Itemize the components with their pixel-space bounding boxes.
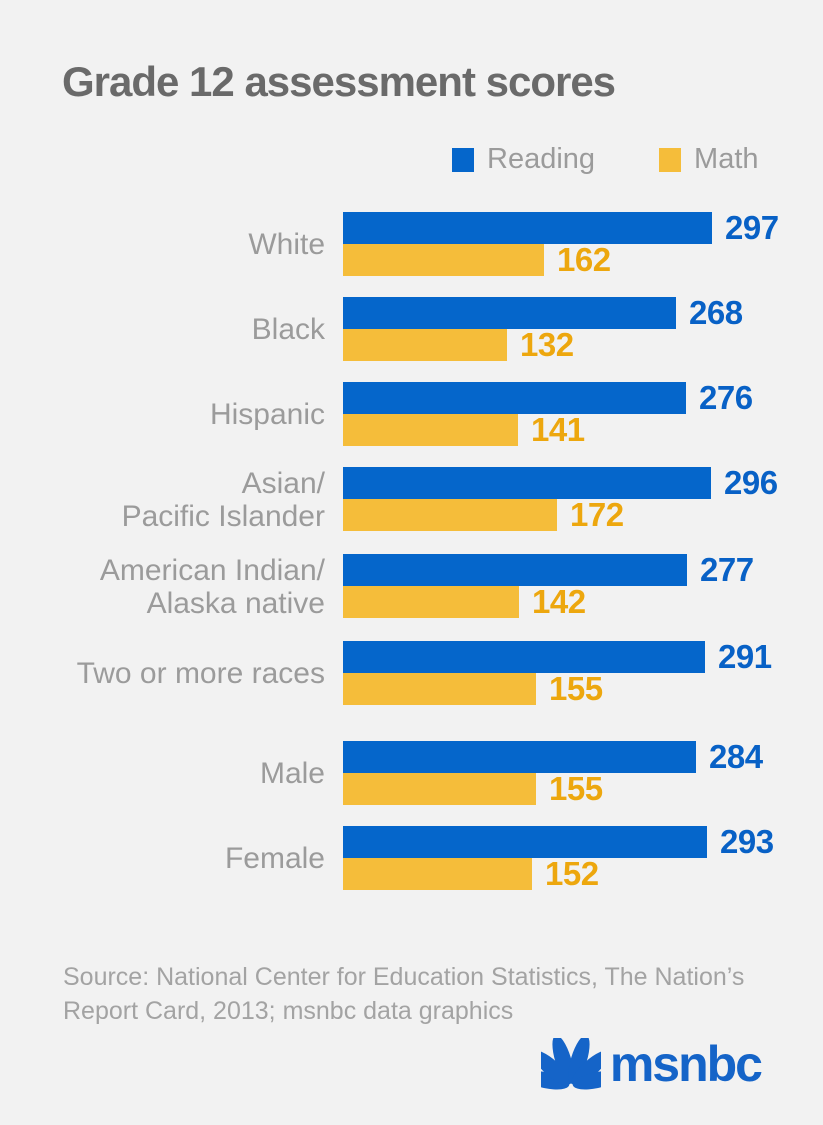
legend-item-math: Math: [659, 143, 759, 176]
category-label: Hispanic: [209, 397, 325, 431]
bar-pair: 277 142: [343, 551, 823, 620]
category-row: Female 293 152: [0, 823, 823, 892]
legend-label-reading: Reading: [487, 143, 596, 175]
reading-bar-line: 284: [343, 738, 823, 775]
math-value: 162: [557, 241, 611, 278]
chart-title: Grade 12 assessment scores: [62, 58, 616, 105]
bar-chart: White 297 162 Black 268: [0, 209, 823, 911]
math-bar: [343, 499, 557, 531]
legend: Reading Math: [452, 143, 759, 176]
msnbc-wordmark: msnbc: [609, 1036, 763, 1092]
category-row: American Indian/Alaska native 277 142: [0, 551, 823, 620]
reading-bar: [343, 382, 686, 414]
reading-value: 293: [720, 823, 774, 860]
reading-bar: [343, 297, 676, 329]
category-row: Male 284 155: [0, 738, 823, 807]
reading-swatch-icon: [452, 147, 474, 172]
reading-bar-line: 291: [343, 638, 823, 675]
reading-value: 291: [718, 638, 772, 675]
math-value: 132: [520, 326, 574, 363]
source-line-2: Report Card, 2013; msnbc data graphics: [63, 997, 514, 1025]
reading-value: 268: [689, 294, 743, 331]
legend-label-math: Math: [694, 143, 759, 175]
category-label: White: [248, 227, 325, 261]
math-bar-line: 132: [343, 326, 823, 363]
reading-value: 297: [725, 209, 779, 246]
math-bar-line: 155: [343, 770, 823, 807]
math-bar-line: 162: [343, 241, 823, 278]
reading-bar-line: 277: [343, 551, 823, 588]
category-row: Hispanic 276 141: [0, 379, 823, 448]
source-line-1: Source: National Center for Education St…: [63, 963, 745, 991]
math-bar-line: 155: [343, 670, 823, 707]
math-bar: [343, 673, 536, 705]
bar-pair: 268 132: [343, 294, 823, 363]
reading-bar-line: 276: [343, 379, 823, 416]
reading-bar-line: 296: [343, 464, 823, 501]
reading-bar: [343, 741, 696, 773]
math-value: 152: [545, 855, 599, 892]
bar-pair: 284 155: [343, 738, 823, 807]
msnbc-logo: msnbc: [540, 1036, 763, 1092]
category-label: Black: [251, 312, 325, 346]
math-bar: [343, 586, 519, 618]
bar-pair: 297 162: [343, 209, 823, 278]
reading-value: 277: [700, 551, 754, 588]
bar-pair: 296 172: [343, 464, 823, 533]
bar-pair: 276 141: [343, 379, 823, 448]
category-label: Asian/Pacific Islander: [121, 467, 325, 533]
legend-item-reading: Reading: [452, 143, 595, 176]
math-bar-line: 141: [343, 411, 823, 448]
reading-value: 276: [699, 379, 753, 416]
nbc-peacock-icon: [540, 1038, 601, 1090]
category-row: Asian/Pacific Islander 296 172: [0, 464, 823, 533]
math-value: 141: [531, 411, 585, 448]
reading-bar-line: 297: [343, 209, 823, 246]
math-value: 155: [549, 670, 603, 707]
math-bar-line: 142: [343, 583, 823, 620]
reading-bar: [343, 467, 711, 499]
reading-bar: [343, 212, 712, 244]
math-bar: [343, 329, 507, 361]
math-swatch-icon: [659, 147, 682, 172]
category-label: American Indian/Alaska native: [99, 554, 325, 620]
category-row: Two or more races 291 155: [0, 638, 823, 707]
reading-bar: [343, 826, 707, 858]
category-label: Two or more races: [76, 656, 325, 690]
math-value: 172: [570, 496, 624, 533]
category-row: White 297 162: [0, 209, 823, 278]
category-label: Male: [259, 756, 325, 790]
reading-bar-line: 293: [343, 823, 823, 860]
source-note: Source: National Center for Education St…: [63, 960, 744, 1028]
bar-pair: 291 155: [343, 638, 823, 707]
math-bar: [343, 773, 536, 805]
math-bar-line: 172: [343, 496, 823, 533]
reading-bar-line: 268: [343, 294, 823, 331]
reading-value: 296: [724, 464, 778, 501]
math-bar: [343, 244, 544, 276]
math-bar-line: 152: [343, 855, 823, 892]
math-value: 155: [549, 770, 603, 807]
category-row: Black 268 132: [0, 294, 823, 363]
reading-value: 284: [709, 738, 763, 775]
math-value: 142: [532, 583, 586, 620]
reading-bar: [343, 641, 705, 673]
math-bar: [343, 858, 532, 890]
bar-pair: 293 152: [343, 823, 823, 892]
category-label: Female: [224, 841, 325, 875]
math-bar: [343, 414, 518, 446]
reading-bar: [343, 554, 687, 586]
